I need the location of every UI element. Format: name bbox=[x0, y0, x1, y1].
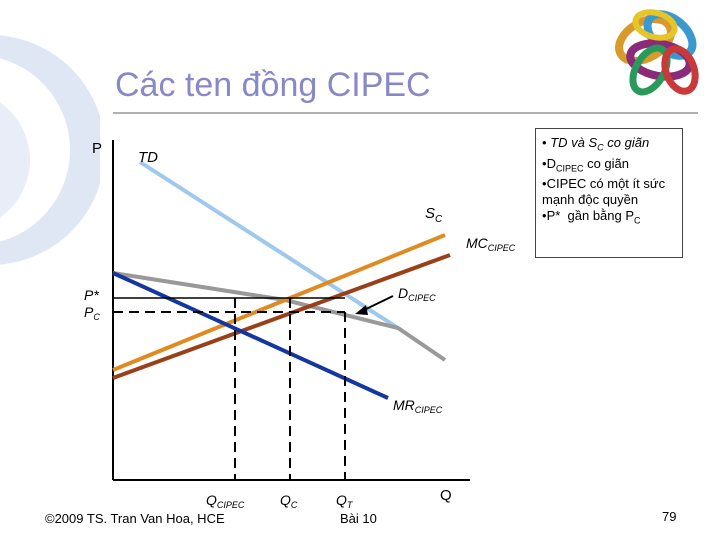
d-arrowhead bbox=[355, 305, 368, 315]
footer-lesson: Bài 10 bbox=[340, 511, 377, 526]
y-axis-label: P bbox=[92, 140, 102, 157]
sc-label: SC bbox=[425, 205, 443, 225]
mr-cipec-curve bbox=[112, 271, 389, 400]
side-decoration bbox=[0, 35, 100, 265]
note-item: • TD và SC co giãn bbox=[542, 135, 650, 153]
qt-label: QT bbox=[336, 492, 354, 510]
q-cipec-label: QCIPEC bbox=[206, 492, 245, 510]
footer-copyright: ©2009 TS. Tran Van Hoa, HCE bbox=[45, 511, 225, 526]
d-arrow bbox=[361, 295, 394, 312]
note-item: •P* gần bằng PC bbox=[542, 208, 641, 226]
d-cipec-curve bbox=[112, 271, 447, 362]
td-curve bbox=[138, 160, 400, 330]
d-cipec-label: DCIPEC bbox=[398, 285, 436, 303]
x-axis-label: Q bbox=[440, 487, 452, 504]
note-item: •DCIPEC co giãn bbox=[542, 155, 630, 174]
note-item: •CIPEC có một ít sức mạnh độc quyền bbox=[542, 176, 669, 208]
mc-cipec-curve bbox=[112, 253, 451, 380]
p-star-label: P* bbox=[84, 287, 99, 303]
sc-curve bbox=[112, 233, 446, 372]
slide-title: Các ten đồng CIPEC bbox=[115, 66, 431, 104]
td-label: TD bbox=[138, 149, 158, 166]
mr-cipec-label: MRCIPEC bbox=[393, 397, 443, 415]
pc-label: PC bbox=[84, 304, 100, 322]
mc-cipec-label: MCCIPEC bbox=[466, 235, 516, 253]
title-divider bbox=[113, 112, 698, 114]
rings-logo bbox=[615, 9, 699, 96]
qc-label: QC bbox=[280, 492, 298, 510]
page-number: 79 bbox=[662, 509, 677, 524]
notes-box: • TD và SC co giãn •DCIPEC co giãn •CIPE… bbox=[535, 128, 683, 258]
